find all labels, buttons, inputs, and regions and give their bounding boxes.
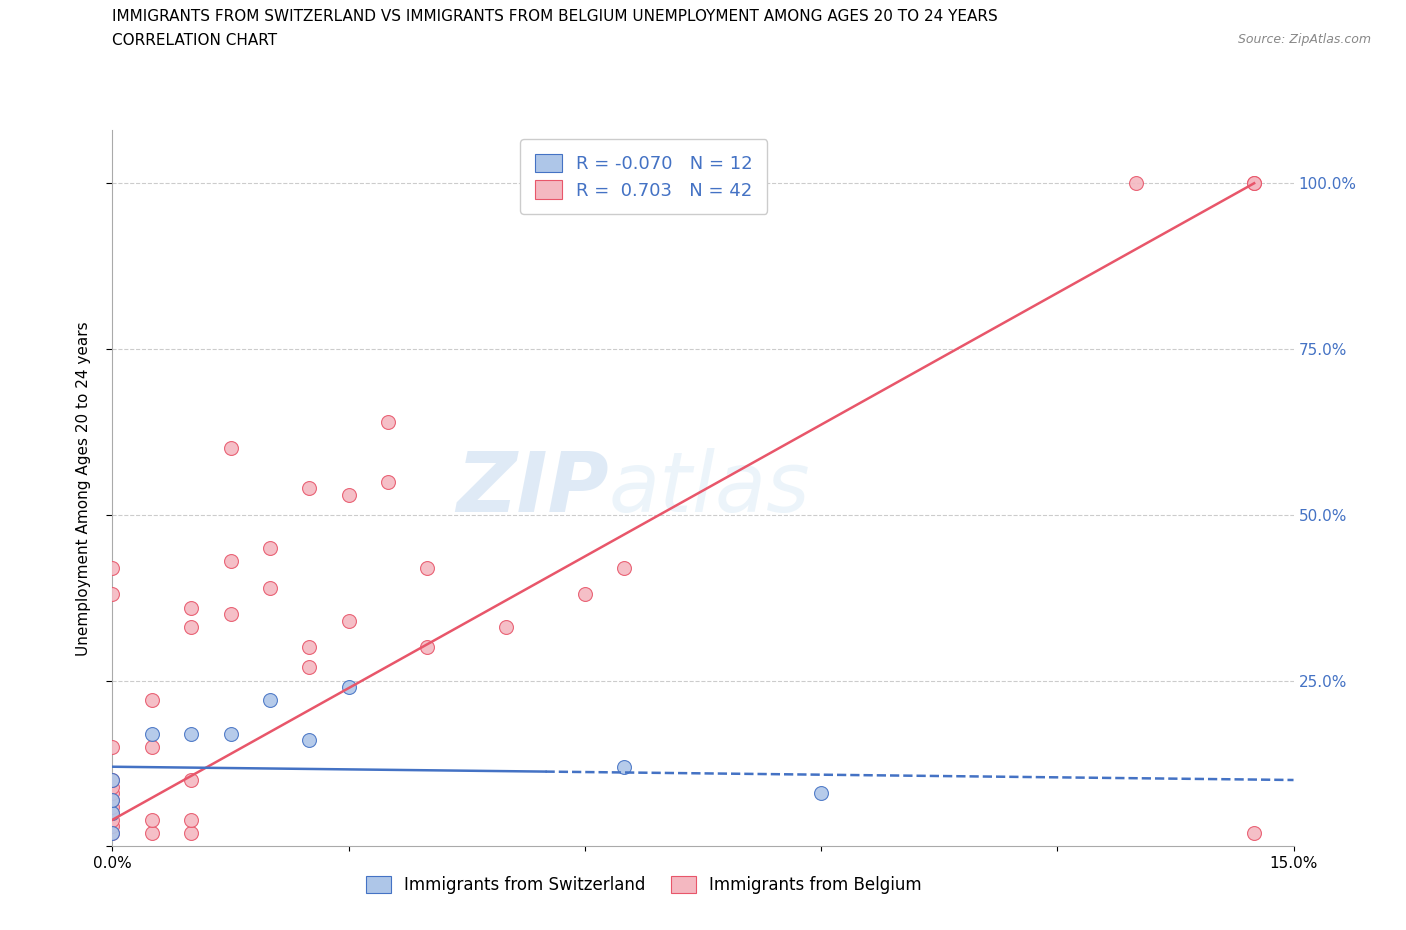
Point bbox=[219, 726, 242, 741]
Point bbox=[180, 600, 202, 615]
Point bbox=[141, 739, 163, 754]
Point bbox=[337, 487, 360, 502]
Point bbox=[101, 587, 124, 602]
Point bbox=[101, 779, 124, 794]
Point bbox=[613, 561, 636, 576]
Point bbox=[141, 726, 163, 741]
Legend: Immigrants from Switzerland, Immigrants from Belgium: Immigrants from Switzerland, Immigrants … bbox=[357, 868, 931, 902]
Point bbox=[180, 826, 202, 841]
Point bbox=[1243, 176, 1265, 191]
Point bbox=[219, 606, 242, 621]
Point bbox=[101, 773, 124, 788]
Point bbox=[180, 812, 202, 827]
Point bbox=[298, 733, 321, 748]
Point bbox=[101, 805, 124, 820]
Point bbox=[180, 773, 202, 788]
Point bbox=[219, 441, 242, 456]
Point bbox=[101, 792, 124, 807]
Point bbox=[101, 561, 124, 576]
Point bbox=[101, 819, 124, 834]
Point bbox=[219, 553, 242, 568]
Point bbox=[1243, 826, 1265, 841]
Point bbox=[259, 693, 281, 708]
Text: CORRELATION CHART: CORRELATION CHART bbox=[112, 33, 277, 47]
Point bbox=[377, 474, 399, 489]
Point bbox=[180, 620, 202, 635]
Point bbox=[1243, 176, 1265, 191]
Point bbox=[337, 680, 360, 695]
Point bbox=[101, 739, 124, 754]
Point bbox=[377, 415, 399, 430]
Point bbox=[416, 561, 439, 576]
Point bbox=[101, 826, 124, 841]
Point bbox=[495, 620, 517, 635]
Point bbox=[337, 614, 360, 629]
Point bbox=[810, 786, 832, 801]
Point bbox=[101, 812, 124, 827]
Point bbox=[1125, 176, 1147, 191]
Point bbox=[141, 812, 163, 827]
Point bbox=[101, 826, 124, 841]
Point bbox=[259, 580, 281, 595]
Point bbox=[101, 799, 124, 814]
Point bbox=[141, 826, 163, 841]
Point bbox=[101, 773, 124, 788]
Point bbox=[101, 786, 124, 801]
Point bbox=[101, 792, 124, 807]
Text: Source: ZipAtlas.com: Source: ZipAtlas.com bbox=[1237, 33, 1371, 46]
Point bbox=[259, 540, 281, 555]
Y-axis label: Unemployment Among Ages 20 to 24 years: Unemployment Among Ages 20 to 24 years bbox=[76, 321, 91, 656]
Text: ZIP: ZIP bbox=[456, 447, 609, 529]
Point bbox=[298, 481, 321, 496]
Point bbox=[298, 660, 321, 675]
Point bbox=[298, 640, 321, 655]
Text: IMMIGRANTS FROM SWITZERLAND VS IMMIGRANTS FROM BELGIUM UNEMPLOYMENT AMONG AGES 2: IMMIGRANTS FROM SWITZERLAND VS IMMIGRANT… bbox=[112, 9, 998, 24]
Point bbox=[574, 587, 596, 602]
Point bbox=[613, 759, 636, 774]
Point bbox=[180, 726, 202, 741]
Point bbox=[101, 805, 124, 820]
Text: atlas: atlas bbox=[609, 447, 810, 529]
Point bbox=[141, 693, 163, 708]
Point bbox=[416, 640, 439, 655]
